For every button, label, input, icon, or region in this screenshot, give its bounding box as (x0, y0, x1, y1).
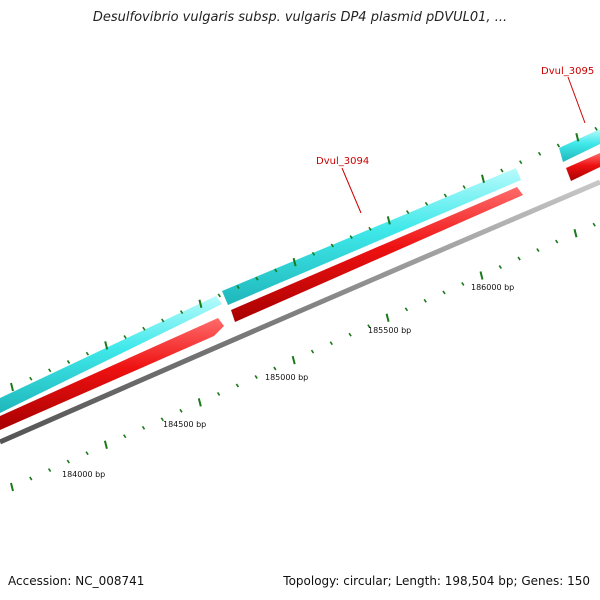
accession-text: Accession: NC_008741 (8, 574, 145, 588)
outer-tick (406, 210, 410, 215)
inner-tick (442, 290, 446, 295)
inner-tick (555, 239, 559, 244)
inner-tick (404, 307, 409, 312)
position-label: 185500 bp (368, 326, 411, 335)
outer-tick (29, 376, 33, 381)
reverse-gene-segment (231, 187, 523, 322)
outer-tick (443, 193, 448, 198)
reverse-gene-segment (566, 153, 600, 181)
outer-tick (462, 185, 466, 190)
inner-tick (179, 408, 183, 413)
outer-tick (48, 368, 52, 373)
inner-tick-marks (10, 222, 596, 492)
map-title: Desulfovibrio vulgaris subsp. vulgaris D… (92, 10, 508, 25)
outer-tick-marks (10, 126, 598, 392)
position-label: 184000 bp (62, 470, 105, 479)
outer-tick (311, 251, 316, 256)
inner-tick (479, 271, 484, 280)
inner-tick (10, 482, 14, 492)
inner-tick (385, 313, 390, 323)
plasmid-backbone (0, 179, 600, 445)
gene-label-dvul-3094[interactable]: Dvul_3094 (316, 156, 369, 214)
outer-tick (556, 143, 561, 148)
inner-tick (197, 398, 202, 407)
position-label: 185000 bp (265, 373, 308, 382)
inner-tick (160, 417, 164, 422)
gene-label-dvul-3095[interactable]: Dvul_3095 (541, 66, 594, 124)
inner-tick (498, 265, 502, 269)
outer-tick (179, 310, 184, 315)
inner-tick (573, 228, 578, 238)
inner-tick (47, 468, 52, 473)
gene-label-leader (341, 167, 362, 214)
position-label: 184500 bp (163, 420, 206, 429)
gene-label-leader (567, 76, 586, 124)
gene-label-text: Dvul_3094 (316, 156, 369, 167)
reverse-strand-track (0, 153, 600, 430)
inner-tick (141, 425, 146, 430)
inner-tick (235, 383, 240, 388)
inner-tick (329, 341, 333, 346)
outer-tick (386, 216, 391, 225)
outer-tick (274, 268, 278, 273)
inner-tick (423, 298, 427, 303)
gene-label-text: Dvul_3095 (541, 66, 594, 77)
outer-tick (368, 226, 372, 231)
outer-tick (236, 285, 240, 290)
outer-tick (123, 335, 127, 339)
forward-strand-track (0, 129, 600, 413)
outer-tick (481, 174, 485, 184)
inner-tick (348, 332, 352, 337)
outer-tick (424, 201, 429, 206)
inner-tick (254, 375, 258, 379)
inner-tick (29, 476, 33, 481)
inner-tick (310, 349, 315, 354)
inner-tick (66, 459, 70, 464)
position-label: 186000 bp (471, 283, 514, 292)
inner-tick (592, 222, 596, 227)
inner-tick (85, 451, 89, 456)
forward-gene-segment (222, 168, 521, 305)
outer-tick (594, 126, 598, 131)
outer-tick (85, 351, 90, 356)
outer-tick (537, 151, 542, 156)
inner-tick (103, 440, 108, 449)
outer-tick (217, 293, 221, 298)
inner-tick (536, 248, 540, 253)
outer-tick (292, 257, 297, 267)
outer-tick (575, 132, 580, 142)
inner-tick (216, 391, 221, 396)
inner-tick (123, 434, 127, 439)
outer-tick (161, 318, 165, 323)
forward-gene-segment (559, 129, 600, 162)
inner-tick (461, 281, 465, 286)
outer-tick (142, 326, 146, 331)
inner-tick (273, 366, 277, 371)
outer-tick (66, 360, 71, 364)
inner-tick (291, 355, 296, 365)
outer-tick (198, 299, 203, 308)
outer-tick (519, 160, 523, 165)
inner-tick (517, 256, 521, 261)
outer-tick (330, 243, 334, 248)
outer-tick (255, 276, 259, 281)
inner-tick (367, 324, 371, 329)
outer-tick (10, 382, 14, 392)
topology-summary-text: Topology: circular; Length: 198,504 bp; … (283, 574, 590, 588)
reverse-gene-segment (0, 318, 224, 430)
outer-tick (104, 341, 109, 350)
position-labels: 184000 bp 184500 bp 185000 bp 185500 bp … (62, 283, 514, 479)
forward-gene-segment (0, 296, 222, 413)
outer-tick (349, 235, 353, 240)
outer-tick (500, 168, 504, 173)
